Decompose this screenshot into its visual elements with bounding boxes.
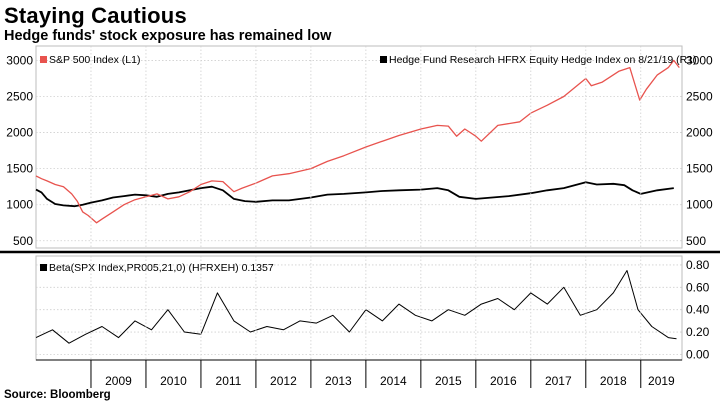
left-tick-label: 3000	[6, 53, 33, 67]
beta-tick-label: 0.60	[686, 280, 710, 294]
left-tick-label: 500	[13, 234, 33, 248]
beta-panel: 0.00 0.20 0.40 0.60 0.80 Beta(SPX Index,PR005…	[35, 255, 710, 361]
right-tick-label: 2000	[686, 126, 713, 140]
beta-line	[35, 270, 677, 344]
panel1-frame	[35, 45, 683, 249]
hfrx-sp500-panel: 500 1000 1500 2000 2500 3000 500 1000 1500 2000 25…	[6, 45, 713, 249]
x-tick-label: 2018	[600, 374, 627, 388]
x-tick-label: 2017	[545, 374, 572, 388]
right-tick-label: 500	[686, 234, 706, 248]
beta-tick-label: 0.40	[686, 303, 710, 317]
x-tick-label: 2010	[160, 374, 187, 388]
legend-entry: Beta(SPX Index,PR005,21,0) (HFRXEH) 0.13…	[49, 262, 274, 274]
legend-entry: Hedge Fund Research HFRX Equity Hedge In…	[389, 54, 697, 66]
x-tick-label: 2013	[325, 374, 352, 388]
beta-tick-label: 0.80	[686, 258, 710, 272]
right-tick-label: 1000	[686, 198, 713, 212]
x-tick-label: 2009	[105, 374, 132, 388]
x-tick-label: 2011	[216, 374, 242, 388]
left-tick-label: 2000	[6, 126, 33, 140]
x-tick-label: 2012	[270, 374, 297, 388]
left-tick-label: 1000	[6, 198, 33, 212]
x-tick-label: 2019	[648, 374, 675, 388]
beta-tick-label: 0.00	[686, 347, 710, 361]
legend-swatch	[40, 264, 47, 271]
beta-tick-label: 0.20	[686, 325, 710, 339]
right-tick-label: 1500	[686, 162, 713, 176]
chart-subtitle: Hedge funds' stock exposure has remained…	[4, 28, 332, 44]
legend-swatch	[40, 56, 47, 63]
x-tick-label: 2014	[380, 374, 407, 388]
chart-title: Staying Cautious	[4, 3, 187, 28]
right-tick-label: 3000	[686, 53, 713, 67]
x-tick-label: 2015	[435, 374, 462, 388]
source-note: Source: Bloomberg	[4, 389, 111, 401]
left-tick-label: 1500	[6, 162, 33, 176]
right-tick-label: 2500	[686, 90, 713, 104]
legend-entry: S&P 500 Index (L1)	[49, 54, 140, 66]
x-axis: 2009 2010 2011 2012 2013 2014 2015 2016 2017 2018…	[36, 46, 682, 388]
hfrx-line	[35, 181, 674, 208]
sp500-line	[35, 59, 680, 224]
x-tick-label: 2016	[490, 374, 517, 388]
left-tick-label: 2500	[6, 90, 33, 104]
legend-swatch	[380, 56, 387, 63]
